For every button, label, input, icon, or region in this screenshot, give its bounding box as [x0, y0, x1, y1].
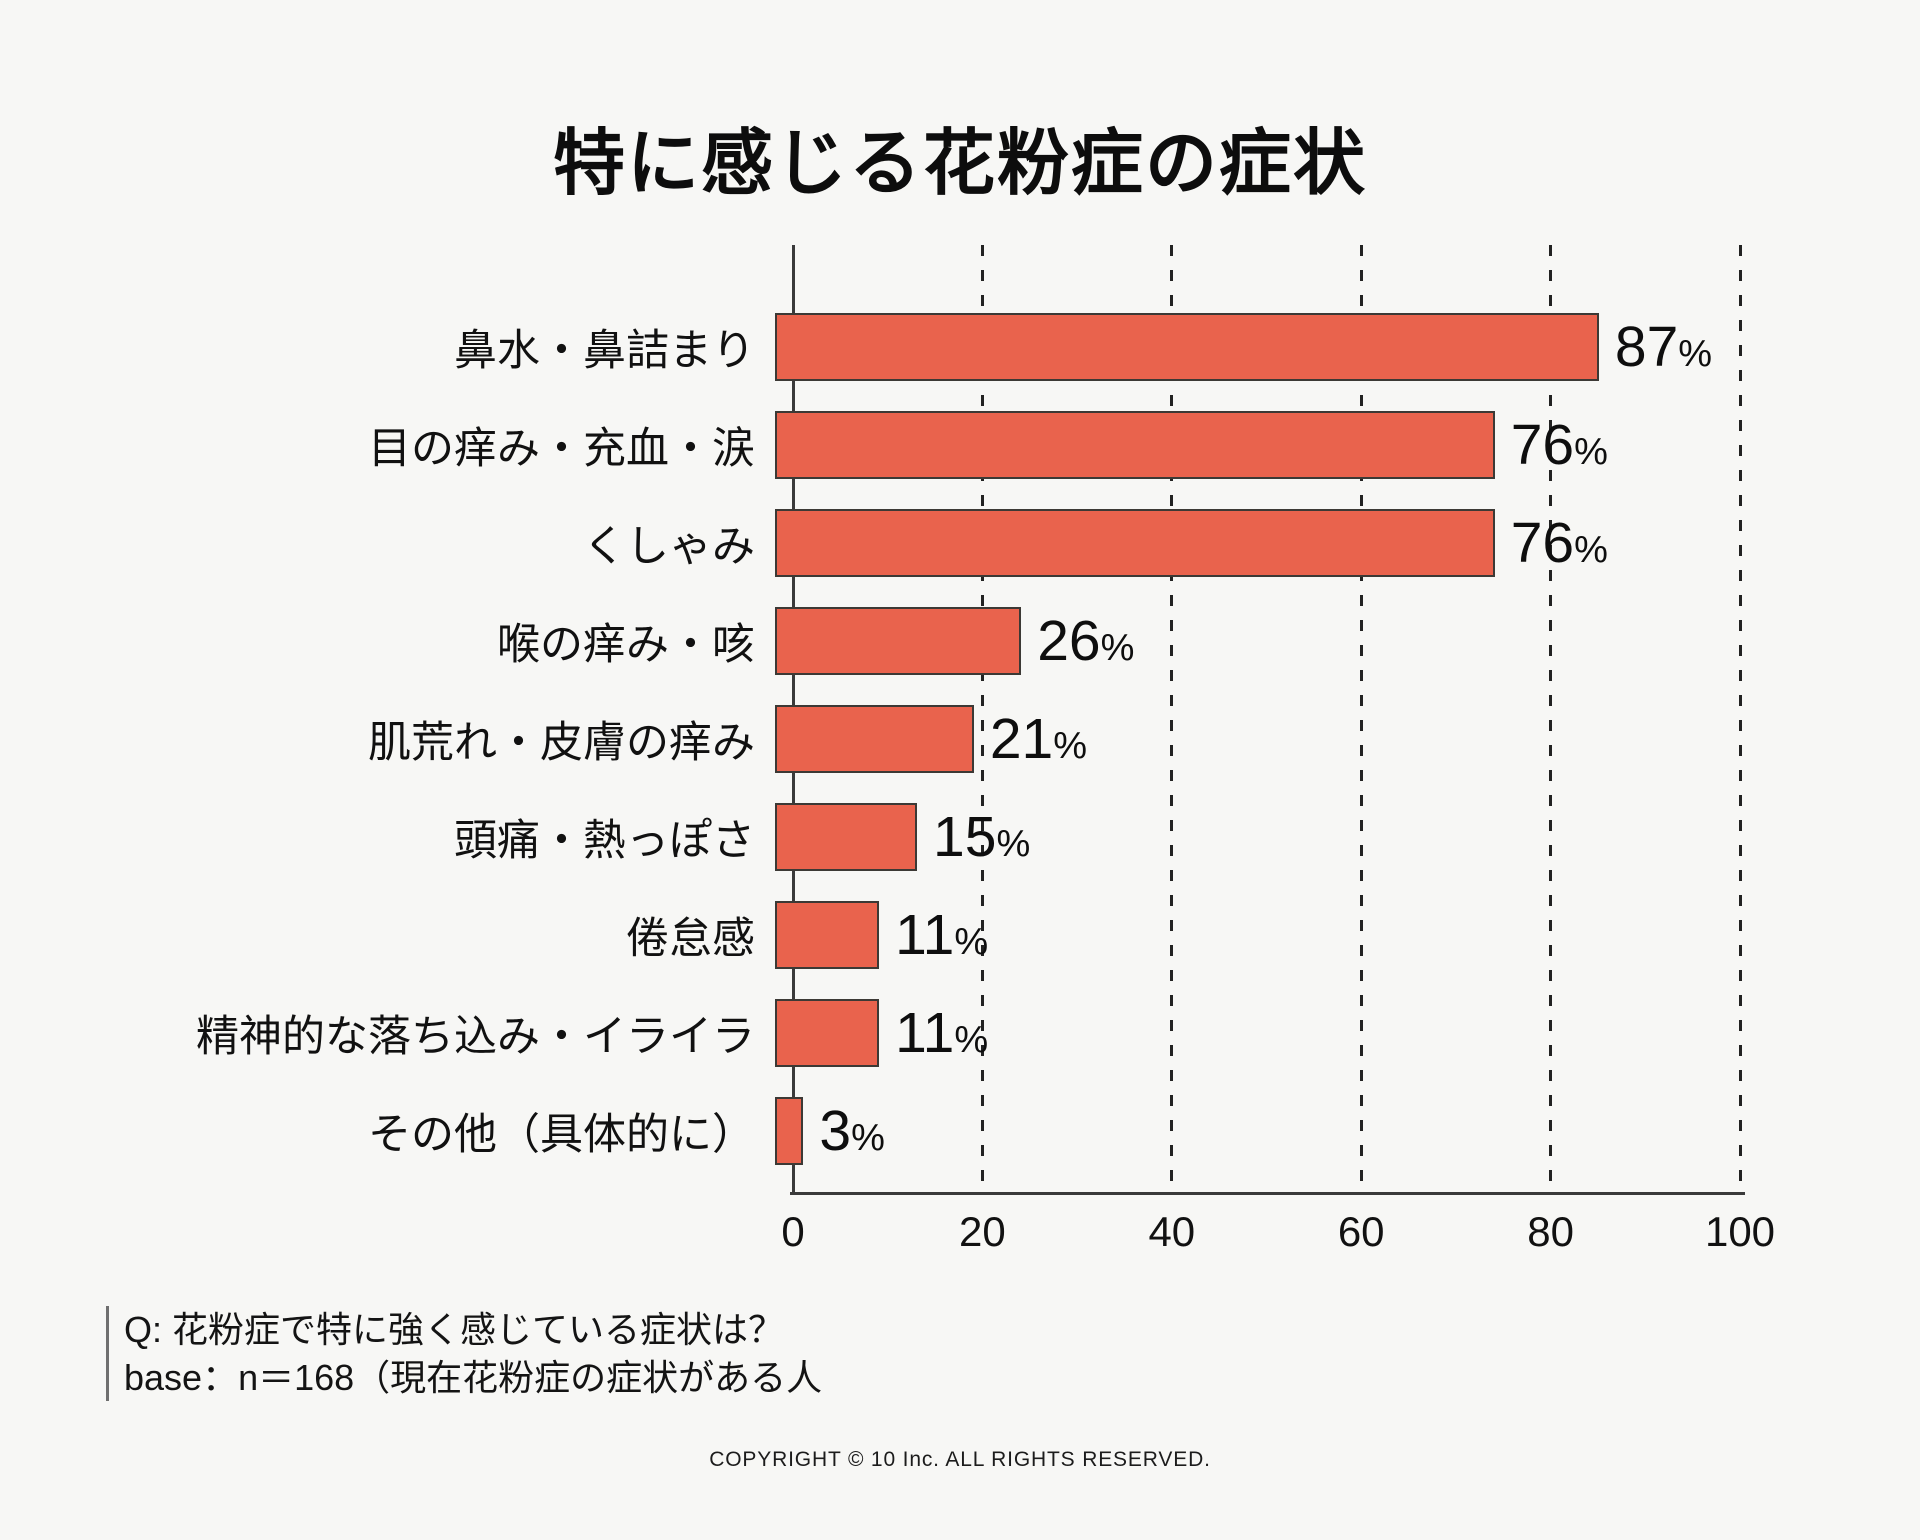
- bar-row: その他（具体的に） 3%: [0, 1082, 1920, 1180]
- bar-track: 15%: [775, 803, 1875, 871]
- category-label: その他（具体的に）: [368, 1111, 755, 1159]
- bar: [775, 607, 1022, 675]
- bar-track: 11%: [775, 999, 1875, 1067]
- value-label: 76%: [1510, 511, 1608, 575]
- bar-row: くしゃみ 76%: [0, 494, 1920, 592]
- value-label: 11%: [895, 903, 989, 967]
- x-tick-label: 40: [1148, 1208, 1196, 1255]
- x-axis-line: [790, 1192, 1745, 1195]
- bar-row: 精神的な落ち込み・イライラ 11%: [0, 984, 1920, 1082]
- category-label: くしゃみ: [583, 523, 755, 571]
- value-label: 11%: [895, 1001, 989, 1065]
- bar-track: 21%: [775, 705, 1875, 773]
- gridline-100: [1738, 245, 1742, 1192]
- bar-row: 肌荒れ・皮膚の痒み 21%: [0, 690, 1920, 788]
- footnote-base: base：n＝168（現在花粉症の症状がある人: [124, 1356, 823, 1398]
- bar-row: 目の痒み・充血・涙 76%: [0, 396, 1920, 494]
- bar-track: 76%: [775, 509, 1875, 577]
- bar-row: 頭痛・熱っぽさ 15%: [0, 788, 1920, 886]
- gridline-20: [980, 245, 984, 1192]
- x-tick-label: 60: [1337, 1208, 1385, 1255]
- value-label: 3%: [819, 1099, 885, 1163]
- value-label: 76%: [1510, 413, 1608, 477]
- gridline-60: [1359, 245, 1363, 1192]
- gridline-40: [1170, 245, 1174, 1192]
- x-tick-label: 0: [781, 1208, 805, 1255]
- copyright-text: COPYRIGHT © 10 Inc. ALL RIGHTS RESERVED.: [709, 1448, 1211, 1471]
- bar: [775, 411, 1495, 479]
- value-label: 26%: [1037, 609, 1135, 673]
- bar-row: 鼻水・鼻詰まり 87%: [0, 298, 1920, 396]
- category-label: 目の痒み・充血・涙: [368, 425, 755, 473]
- category-label: 倦怠感: [626, 915, 755, 963]
- category-label: 喉の痒み・咳: [497, 621, 755, 669]
- bar: [775, 705, 974, 773]
- bar: [775, 901, 880, 969]
- bar: [775, 313, 1599, 381]
- chart-title: 特に感じる花粉症の症状: [552, 124, 1367, 204]
- value-label: 15%: [933, 805, 1031, 869]
- x-axis-ticks: 0 20 40 60 80 100: [781, 1208, 1775, 1258]
- value-label: 21%: [989, 707, 1088, 771]
- value-label: 87%: [1614, 315, 1713, 379]
- category-label: 肌荒れ・皮膚の痒み: [368, 719, 755, 767]
- category-label: 鼻水・鼻詰まり: [454, 327, 755, 375]
- bar-chart: 鼻水・鼻詰まり 87% 目の痒み・充血・涙 76% くしゃみ 76% 喉の痒み・咳 26% 肌荒…: [0, 245, 1920, 1192]
- category-label: 精神的な落ち込み・イライラ: [196, 1013, 755, 1061]
- bar-track: 87%: [775, 313, 1875, 381]
- bar-row: 喉の痒み・咳 26%: [0, 592, 1920, 690]
- bar-track: 3%: [775, 1097, 1875, 1165]
- footnote: Q: 花粉症で特に強く感じている症状は？ base：n＝168（現在花粉症の症状…: [106, 1306, 823, 1402]
- bar: [775, 999, 880, 1067]
- bar: [775, 509, 1495, 577]
- bar-row: 倦怠感 11%: [0, 886, 1920, 984]
- gridline-80: [1549, 245, 1553, 1192]
- bar-rows: 鼻水・鼻詰まり 87% 目の痒み・充血・涙 76% くしゃみ 76% 喉の痒み・咳 26% 肌荒…: [0, 298, 1920, 1180]
- bar-track: 76%: [775, 411, 1875, 479]
- bar-track: 11%: [775, 901, 1875, 969]
- x-tick-label: 100: [1704, 1208, 1776, 1255]
- footnote-question: Q: 花粉症で特に強く感じている症状は？: [124, 1309, 785, 1350]
- x-tick-label: 80: [1527, 1208, 1574, 1255]
- category-label: 頭痛・熱っぽさ: [454, 817, 755, 865]
- bar-track: 26%: [775, 607, 1875, 675]
- bar: [775, 1097, 804, 1165]
- bar: [775, 803, 918, 871]
- x-tick-label: 20: [959, 1208, 1006, 1255]
